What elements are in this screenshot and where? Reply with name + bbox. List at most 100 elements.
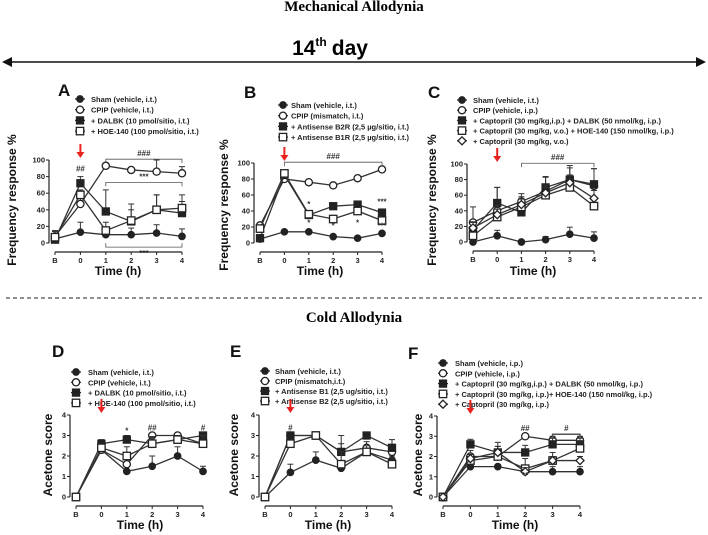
significance-bracket [551, 433, 581, 439]
y-tick-label: 2 [429, 452, 433, 461]
data-point [353, 206, 362, 216]
y-axis-label: Acetone score [227, 413, 241, 496]
series-line [472, 186, 595, 237]
legend-label: + HOE-140 (100 pmol/sitio, i.t.) [91, 127, 199, 136]
panel-a: A Sham (vehicle, i.t.) CPIP (vehicle, i.t.… [5, 81, 199, 278]
x-tick-label: 3 [155, 256, 159, 265]
data-point [493, 462, 502, 471]
legend-open-circle-icon [71, 378, 81, 387]
legend-label: CPIP (vehicle, i.p.) [455, 369, 520, 378]
data-point [540, 187, 551, 198]
legend-filled-circle-icon [279, 101, 287, 109]
x-tick-label: 0 [288, 510, 292, 519]
legend-label: + Antisense B1R (2,5 µg/sitio, i.t.) [291, 133, 410, 142]
section-title-mechanical: Mechanical Allodynia [284, 0, 424, 15]
series-line [54, 231, 183, 240]
x-axis-label: Time (h) [305, 518, 351, 532]
x-tick-label: 0 [282, 256, 286, 265]
data-point [76, 228, 85, 237]
data-point [122, 435, 131, 444]
injection-arrow-icon [97, 399, 106, 413]
data-point [127, 230, 136, 239]
data-point [575, 444, 585, 453]
legend-open-square-icon [260, 396, 270, 406]
data-point [565, 230, 574, 239]
y-tick-label: 80 [37, 172, 45, 181]
legend-filled-square-icon [71, 388, 81, 397]
x-tick-label: 2 [129, 256, 133, 265]
data-point [178, 232, 186, 241]
y-tick-label: 0 [62, 493, 66, 502]
x-tick-label: 2 [339, 510, 343, 519]
data-point [173, 435, 182, 444]
data-point [148, 462, 157, 471]
panel-letter: F [408, 344, 418, 363]
legend-label: Sham (vehicle, i.t.) [275, 367, 341, 376]
data-point [76, 199, 85, 209]
data-point [71, 492, 81, 502]
data-point [122, 467, 131, 476]
y-tick-label: 40 [37, 205, 45, 214]
series-0 [72, 445, 207, 501]
x-tick-label: 2 [544, 255, 548, 264]
data-point [547, 455, 558, 466]
y-tick-label: 3 [429, 432, 433, 441]
y-tick-label: 4 [429, 412, 434, 421]
day-superscript: th [315, 35, 326, 49]
series-line [264, 434, 393, 498]
legend-label: CPIP (mismatch, i.t.) [291, 112, 364, 121]
y-tick-label: 3 [251, 431, 255, 440]
y-tick-label: 0 [246, 239, 250, 248]
significance-label: # [288, 423, 293, 432]
data-point [177, 203, 187, 213]
significance-bracket [521, 162, 595, 168]
data-point [97, 443, 106, 453]
y-tick-label: 1 [251, 472, 255, 481]
x-tick-label: 4 [380, 256, 385, 265]
significance-label: ### [137, 149, 151, 158]
y-tick-label: 80 [455, 175, 463, 184]
y-tick-label: 4 [62, 411, 67, 420]
series-2 [255, 170, 387, 243]
x-tick-label: 1 [307, 256, 311, 265]
data-point [516, 199, 527, 210]
data-point [377, 165, 387, 174]
x-tick-label: B [470, 255, 476, 264]
legend-label: + DALBK (10 pmol/sitio, i.t.) [91, 116, 190, 125]
x-tick-label: B [257, 256, 263, 265]
data-point [590, 234, 598, 242]
data-point [255, 224, 265, 233]
series-line [75, 434, 204, 498]
data-point [336, 459, 346, 469]
series-line [472, 181, 595, 229]
data-point [101, 226, 111, 235]
series-3 [50, 189, 187, 242]
legend-filled-circle-icon [72, 368, 80, 376]
legend-label: + Antisense B1 (2,5 ug/sitio, i.t.) [275, 387, 388, 396]
data-point [576, 467, 584, 476]
series-line [442, 435, 580, 498]
data-point [520, 466, 531, 477]
significance-label: ** [522, 471, 529, 480]
legend-label: Sham (vehicle, i.t.) [473, 96, 539, 105]
y-tick-label: 0 [251, 493, 255, 502]
x-tick-label: B [440, 510, 446, 519]
data-point [548, 467, 557, 476]
significance-label: * [125, 426, 129, 435]
x-axis-label: Time (h) [95, 264, 141, 278]
legend-label: CPIP (vehicle, i.t.) [91, 106, 154, 115]
y-tick-label: 0 [459, 238, 463, 247]
x-tick-label: 2 [523, 510, 527, 519]
series-0 [256, 227, 386, 243]
y-tick-label: 60 [455, 191, 463, 200]
legend-open-square-icon [438, 389, 448, 399]
legend-label: Sham (vehicle, i.t.) [291, 101, 357, 110]
x-tick-label: 4 [578, 510, 583, 519]
x-tick-label: 0 [78, 256, 82, 265]
data-point [438, 492, 448, 502]
panel-letter: D [52, 342, 64, 361]
series-3 [260, 431, 397, 502]
x-tick-label: 2 [150, 510, 154, 519]
x-tick-label: B [52, 256, 58, 265]
data-point [468, 231, 478, 241]
